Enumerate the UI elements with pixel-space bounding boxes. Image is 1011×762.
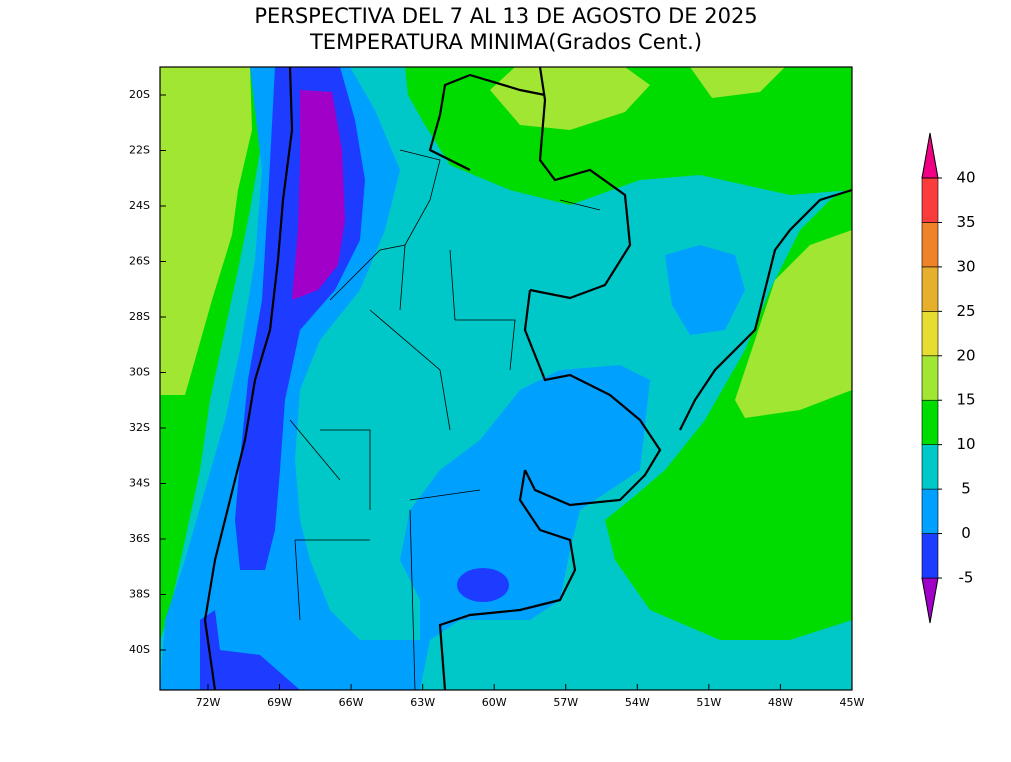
field bbox=[457, 568, 509, 602]
colorbar-triangle bbox=[921, 577, 939, 624]
colorbar-segment bbox=[921, 533, 939, 579]
colorbar-label: 25 bbox=[956, 302, 975, 320]
colorbar-triangle bbox=[921, 132, 939, 179]
colorbar-label: 40 bbox=[956, 169, 975, 187]
frame bbox=[159, 66, 853, 691]
lat-label: 26S bbox=[129, 255, 150, 268]
field bbox=[490, 67, 650, 130]
colorbar-segment bbox=[921, 355, 939, 401]
colorbar-segment bbox=[921, 488, 939, 534]
field bbox=[690, 67, 785, 98]
subtitle: TEMPERATURA MINIMA(Grados Cent.) bbox=[309, 30, 702, 54]
lat-label: 40S bbox=[129, 643, 150, 656]
colorbar-label: 30 bbox=[956, 257, 975, 275]
field bbox=[160, 67, 252, 395]
borders bbox=[289, 149, 601, 690]
colorbar-label: 15 bbox=[956, 391, 975, 409]
colorbar-segment bbox=[921, 222, 939, 268]
lat-label: 34S bbox=[129, 477, 150, 490]
colorbar-segment bbox=[921, 399, 939, 445]
lon-label: 48W bbox=[768, 696, 793, 709]
lon-label: 63W bbox=[410, 696, 435, 709]
lon-label: 57W bbox=[553, 696, 578, 709]
field bbox=[300, 410, 400, 540]
colorbar-segment bbox=[921, 266, 939, 312]
lat-label: 22S bbox=[129, 144, 150, 157]
lon-label: 60W bbox=[482, 696, 507, 709]
colorbar-segment bbox=[921, 177, 939, 223]
colorbar-label: 5 bbox=[961, 480, 971, 498]
lon-label: 45W bbox=[840, 696, 865, 709]
coastline bbox=[203, 67, 852, 690]
map bbox=[160, 67, 852, 690]
lat-label: 28S bbox=[129, 310, 150, 323]
colorbar-label: -5 bbox=[959, 569, 974, 587]
lon-label: 66W bbox=[339, 696, 364, 709]
lon-label: 51W bbox=[696, 696, 721, 709]
lat-label: 38S bbox=[129, 588, 150, 601]
title: PERSPECTIVA DEL 7 AL 13 DE AGOSTO DE 202… bbox=[254, 4, 757, 28]
lon-label: 69W bbox=[267, 696, 292, 709]
lat-label: 36S bbox=[129, 532, 150, 545]
lon-label: 72W bbox=[196, 696, 221, 709]
colorbar: -5 0 5 10 15 20 25 30 35 40 bbox=[921, 132, 976, 624]
colorbar-segment bbox=[921, 444, 939, 490]
colorbar-segment bbox=[921, 311, 939, 357]
field bbox=[665, 245, 745, 335]
lat-label: 20S bbox=[129, 88, 150, 101]
lon-label: 54W bbox=[625, 696, 650, 709]
colorbar-label: 35 bbox=[956, 213, 975, 231]
field bbox=[200, 610, 300, 690]
colorbar-label: 0 bbox=[961, 524, 971, 542]
colorbar-label: 20 bbox=[956, 346, 975, 364]
field bbox=[735, 230, 852, 418]
lat-label: 30S bbox=[129, 366, 150, 379]
lat-label: 24S bbox=[129, 199, 150, 212]
lat-label: 32S bbox=[129, 421, 150, 434]
field bbox=[292, 90, 345, 300]
colorbar-label: 10 bbox=[956, 435, 975, 453]
